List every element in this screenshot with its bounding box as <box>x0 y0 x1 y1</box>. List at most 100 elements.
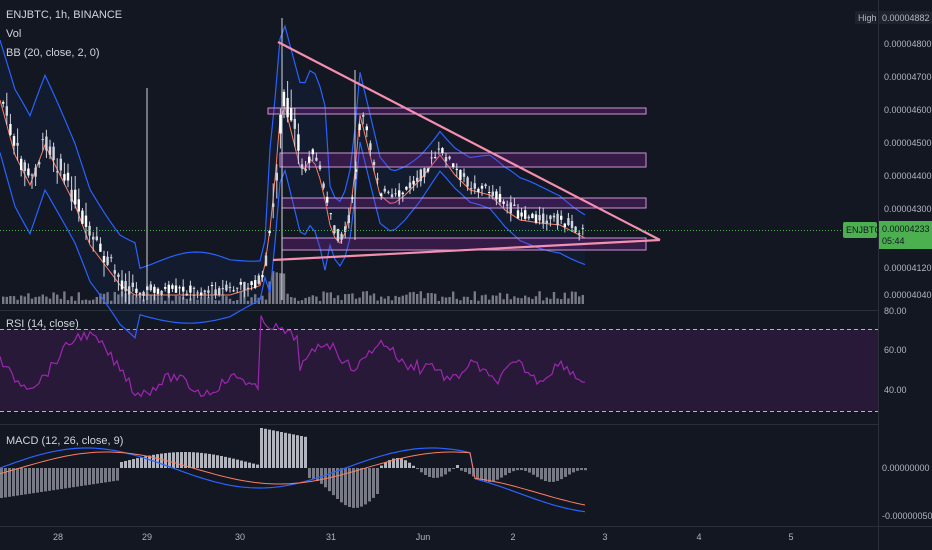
macd-ticks: 0.00000000 -0.00000050 <box>882 463 932 521</box>
volume-bar <box>549 298 552 304</box>
volume-label: Vol <box>6 28 21 40</box>
candle-body <box>308 156 311 163</box>
candle-body <box>351 197 354 199</box>
candle-body <box>282 91 286 106</box>
candle-body <box>430 157 433 159</box>
volume-bar <box>340 300 343 304</box>
volume-bar <box>398 296 401 304</box>
candle-body <box>225 284 228 291</box>
candle-body <box>128 286 131 295</box>
candle-body <box>131 282 134 288</box>
volume-bar <box>470 300 473 304</box>
macd-bar <box>492 468 495 482</box>
volume-bar <box>228 298 232 304</box>
macd-line <box>0 447 586 513</box>
resistance-trendline <box>277 41 661 241</box>
price-tick-label: 0.00004500 <box>884 138 932 148</box>
candle-body <box>27 168 30 176</box>
candle-body <box>56 171 59 173</box>
volume-bar <box>239 291 242 304</box>
candle-body <box>344 226 347 232</box>
macd-bar <box>240 460 243 468</box>
macd-bar <box>552 468 555 482</box>
candle-body <box>275 172 278 181</box>
volume-bar <box>354 298 358 304</box>
candle-body <box>538 215 541 221</box>
volume-bar <box>516 297 520 304</box>
macd-bar <box>424 468 427 476</box>
candle-body <box>412 180 415 185</box>
candle-body <box>408 182 412 189</box>
volume-bar <box>290 297 293 304</box>
candle-body <box>20 158 23 171</box>
candle-body <box>311 149 314 155</box>
volume-bar <box>286 293 289 304</box>
volume-bar <box>401 295 404 304</box>
macd-bar <box>344 468 347 506</box>
macd-tick-label: 0.00000000 <box>882 463 930 473</box>
candle-body <box>462 173 466 177</box>
macd-bar <box>64 468 67 489</box>
macd-bar <box>72 468 75 488</box>
volume-bar <box>333 298 336 304</box>
candle-body <box>513 204 516 206</box>
volume-bar <box>311 295 314 304</box>
macd-bar <box>476 468 479 479</box>
volume-bar <box>261 295 264 304</box>
volume-bar <box>376 300 379 304</box>
candle-body <box>466 177 469 187</box>
candle-body <box>552 215 556 218</box>
volume-bar <box>92 299 95 304</box>
candle-body <box>322 183 325 188</box>
volume-bar <box>578 296 581 304</box>
macd-bar <box>40 468 43 492</box>
volume-bar <box>232 300 235 304</box>
macd-bar <box>412 465 415 468</box>
volume-bar <box>538 291 541 304</box>
volume-bar <box>560 299 563 304</box>
macd-bar <box>52 468 55 491</box>
candle-body <box>398 190 401 197</box>
macd-bar <box>268 429 271 468</box>
volume-bar <box>207 297 210 304</box>
price-tick-label: 0.00004120 <box>884 263 932 273</box>
price-tick-label: 0.00004400 <box>884 171 932 181</box>
candle-body <box>264 255 268 266</box>
volume-bar <box>110 300 113 304</box>
volume-bar <box>315 296 318 304</box>
candle-body <box>362 114 365 117</box>
volume-bar <box>113 291 116 304</box>
price-tick-label: 0.00004600 <box>884 105 932 115</box>
macd-bar <box>456 465 459 468</box>
macd-bar <box>196 452 199 468</box>
volume-bars <box>2 271 584 304</box>
candle-body <box>286 97 289 118</box>
macd-bar <box>576 468 579 471</box>
volume-bar <box>77 292 80 304</box>
candle-body <box>74 189 77 205</box>
macd-bar <box>340 468 343 503</box>
volume-bar <box>358 297 361 304</box>
candle-body <box>92 236 95 240</box>
volume-bar <box>174 295 178 304</box>
macd-bar <box>260 428 263 468</box>
macd-bar <box>236 459 239 468</box>
volume-bar <box>264 299 268 304</box>
macd-bar <box>168 452 171 468</box>
volume-bar <box>99 293 102 304</box>
candle-body <box>228 286 232 288</box>
candle-body <box>506 204 509 206</box>
macd-bar <box>452 468 455 469</box>
candle-body <box>268 230 271 234</box>
candle-body <box>455 168 458 170</box>
volume-bar <box>5 296 8 304</box>
macd-bar <box>316 468 319 482</box>
candle-body <box>189 285 192 293</box>
candle-body <box>567 218 570 225</box>
volume-bar <box>520 298 523 304</box>
volume-bar <box>225 296 228 304</box>
volume-bar <box>297 300 300 304</box>
candle-body <box>142 291 145 296</box>
volume-bar <box>272 271 275 304</box>
time-tick-label: 31 <box>326 532 336 542</box>
